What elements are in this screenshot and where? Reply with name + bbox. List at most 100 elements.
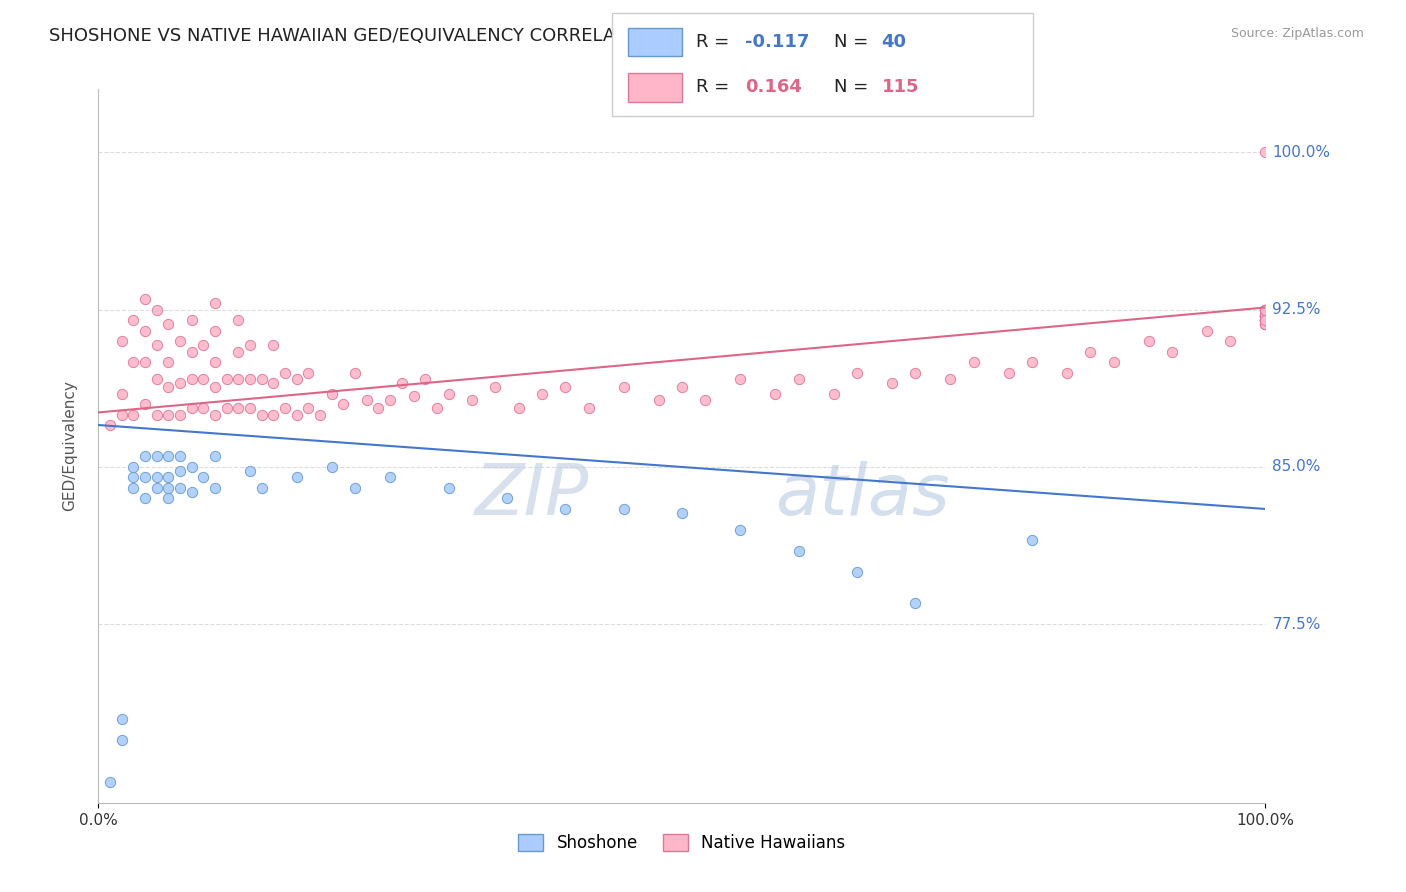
Point bbox=[180, 460, 202, 475]
Point bbox=[157, 408, 180, 422]
Point bbox=[122, 313, 145, 327]
Text: 85.0%: 85.0% bbox=[1272, 459, 1320, 475]
Point bbox=[262, 376, 284, 390]
Point bbox=[204, 324, 226, 338]
Point bbox=[1254, 302, 1277, 317]
Point bbox=[508, 401, 530, 416]
Text: -0.117: -0.117 bbox=[745, 33, 810, 51]
Point bbox=[1254, 309, 1277, 323]
Point bbox=[1021, 355, 1043, 369]
Text: Source: ZipAtlas.com: Source: ZipAtlas.com bbox=[1230, 27, 1364, 40]
Point bbox=[228, 372, 250, 386]
Text: N =: N = bbox=[834, 78, 868, 96]
Point bbox=[239, 372, 262, 386]
Point bbox=[204, 380, 226, 394]
Point bbox=[1254, 313, 1277, 327]
Point bbox=[169, 334, 191, 348]
Point bbox=[1254, 318, 1277, 332]
Point bbox=[204, 450, 226, 464]
Point bbox=[193, 470, 215, 484]
Point bbox=[997, 366, 1019, 380]
Point bbox=[250, 408, 273, 422]
Text: 115: 115 bbox=[882, 78, 920, 96]
Point bbox=[122, 408, 145, 422]
Point bbox=[332, 397, 354, 411]
Text: N =: N = bbox=[834, 33, 868, 51]
Point bbox=[193, 401, 215, 416]
Point bbox=[496, 491, 519, 506]
Point bbox=[228, 401, 250, 416]
Point bbox=[274, 366, 297, 380]
Point bbox=[530, 386, 553, 401]
Point bbox=[169, 450, 191, 464]
Text: atlas: atlas bbox=[775, 461, 950, 531]
Point bbox=[1219, 334, 1241, 348]
Point bbox=[146, 470, 169, 484]
Point bbox=[122, 481, 145, 495]
Point bbox=[1080, 344, 1102, 359]
Point bbox=[730, 523, 752, 537]
Text: R =: R = bbox=[696, 78, 730, 96]
Point bbox=[613, 380, 636, 394]
Point bbox=[239, 464, 262, 478]
Point bbox=[169, 481, 191, 495]
Point bbox=[169, 376, 191, 390]
Point bbox=[823, 386, 845, 401]
Point bbox=[1254, 302, 1277, 317]
Point bbox=[1254, 309, 1277, 323]
Point bbox=[437, 386, 460, 401]
Point bbox=[204, 481, 226, 495]
Point bbox=[157, 470, 180, 484]
Point bbox=[846, 565, 869, 579]
Point bbox=[228, 313, 250, 327]
Point bbox=[695, 392, 717, 407]
Point bbox=[437, 481, 460, 495]
Point bbox=[228, 344, 250, 359]
Point bbox=[413, 372, 436, 386]
Point bbox=[1254, 309, 1277, 323]
Point bbox=[426, 401, 449, 416]
Point bbox=[554, 380, 576, 394]
Text: 0.164: 0.164 bbox=[745, 78, 801, 96]
Point bbox=[239, 401, 262, 416]
Point bbox=[1254, 313, 1277, 327]
Point bbox=[111, 732, 134, 747]
Point bbox=[380, 470, 402, 484]
Point bbox=[193, 372, 215, 386]
Legend: Shoshone, Native Hawaiians: Shoshone, Native Hawaiians bbox=[512, 827, 852, 859]
Point bbox=[402, 389, 425, 403]
Point bbox=[157, 318, 180, 332]
Point bbox=[787, 372, 810, 386]
Point bbox=[146, 481, 169, 495]
Point bbox=[904, 596, 927, 610]
Point bbox=[157, 380, 180, 394]
Point bbox=[297, 401, 319, 416]
Point bbox=[215, 401, 238, 416]
Point bbox=[880, 376, 903, 390]
Point bbox=[111, 334, 134, 348]
Point bbox=[1254, 309, 1277, 323]
Point bbox=[122, 460, 145, 475]
Point bbox=[274, 401, 297, 416]
Point bbox=[122, 470, 145, 484]
Point bbox=[1254, 309, 1277, 323]
Y-axis label: GED/Equivalency: GED/Equivalency bbox=[63, 381, 77, 511]
Point bbox=[484, 380, 506, 394]
Point bbox=[250, 372, 273, 386]
Point bbox=[204, 408, 226, 422]
Point bbox=[1254, 309, 1277, 323]
Point bbox=[1254, 318, 1277, 332]
Point bbox=[1254, 302, 1277, 317]
Point bbox=[134, 491, 156, 506]
Point bbox=[285, 408, 308, 422]
Point bbox=[391, 376, 413, 390]
Point bbox=[111, 712, 134, 726]
Point bbox=[1161, 344, 1184, 359]
Point bbox=[962, 355, 984, 369]
Point bbox=[180, 485, 202, 500]
Point bbox=[1137, 334, 1160, 348]
Point bbox=[122, 355, 145, 369]
Point bbox=[730, 372, 752, 386]
Point bbox=[321, 386, 343, 401]
Point bbox=[134, 450, 156, 464]
